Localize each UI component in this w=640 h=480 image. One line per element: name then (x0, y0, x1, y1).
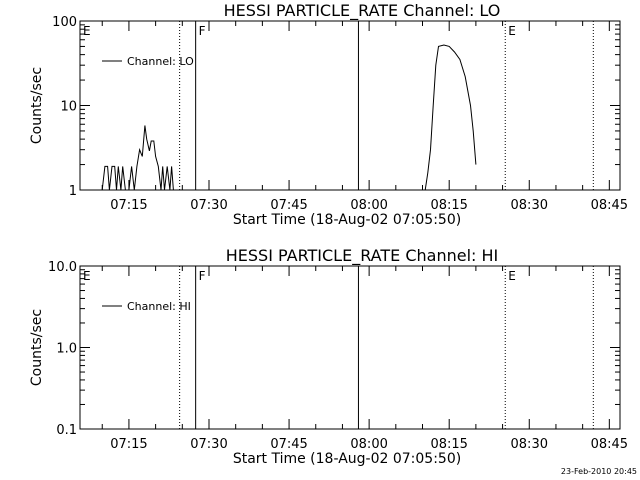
chart-title: HESSI PARTICLE_RATE Channel: LO (224, 1, 501, 21)
series-line (424, 44, 477, 191)
plot-frame (79, 265, 621, 430)
y-tick-label: 1 (69, 184, 77, 199)
x-tick-label: 08:15 (430, 198, 467, 213)
series-line (101, 125, 174, 191)
chart-title: HESSI PARTICLE_RATE Channel: HI (226, 246, 499, 266)
y-tick-label: 100 (52, 15, 77, 30)
x-tick-label: 07:30 (190, 198, 227, 213)
x-tick-label: 07:45 (270, 437, 307, 452)
y-tick-label: 1.0 (56, 342, 77, 357)
flag-letter: E (508, 269, 516, 283)
x-tick-label: 07:15 (110, 198, 147, 213)
x-tick-label: 08:30 (511, 198, 548, 213)
y-tick-label: 10 (60, 100, 77, 115)
legend-label: Channel: LO (127, 55, 194, 68)
flag-letter: E (83, 269, 91, 283)
flag-letter: F (199, 269, 206, 283)
x-axis-label: Start Time (18-Aug-02 07:05:50) (233, 212, 461, 228)
x-tick-label: 07:45 (270, 198, 307, 213)
x-tick-label: 07:30 (190, 437, 227, 452)
x-axis-label: Start Time (18-Aug-02 07:05:50) (233, 451, 461, 467)
x-tick-label: 08:15 (430, 437, 467, 452)
y-axis-label: Counts/sec (29, 67, 45, 144)
flag-letter: E (83, 24, 91, 38)
x-tick-label: 08:00 (350, 198, 387, 213)
x-tick-label: 08:00 (350, 437, 387, 452)
footer-timestamp: 23-Feb-2010 20:45 (561, 467, 637, 476)
legend-label: Channel: HI (127, 300, 191, 313)
flag-letter: E (508, 24, 516, 38)
flag-letter: F (199, 24, 206, 38)
plot-frame (79, 20, 621, 191)
x-tick-label: 08:45 (591, 437, 628, 452)
x-tick-label: 08:45 (591, 198, 628, 213)
y-tick-label: 0.1 (56, 423, 77, 438)
x-tick-label: 08:30 (511, 437, 548, 452)
y-axis-label: Counts/sec (29, 309, 45, 386)
x-tick-label: 07:15 (110, 437, 147, 452)
y-tick-label: 10.0 (48, 260, 77, 275)
